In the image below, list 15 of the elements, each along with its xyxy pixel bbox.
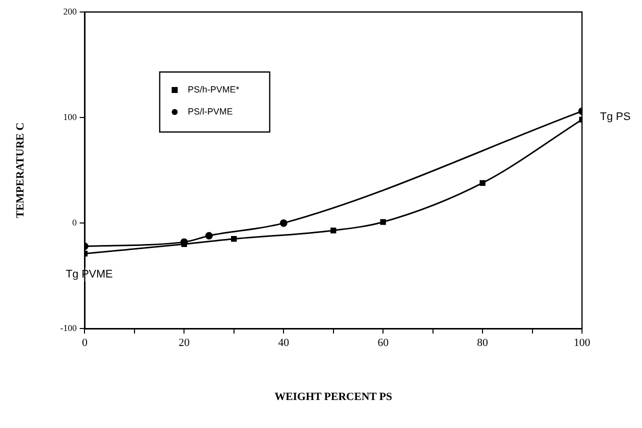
y-tick-label: -100 xyxy=(60,322,78,333)
annotation: Tg PS xyxy=(600,111,631,124)
x-tick-label: 40 xyxy=(278,337,290,350)
x-tick-label: 20 xyxy=(178,337,190,350)
legend-label: PS/h-PVME* xyxy=(188,84,240,94)
x-tick-label: 0 xyxy=(82,337,88,350)
y-tick-label: 0 xyxy=(72,217,78,228)
legend-label: PS/l-PVME xyxy=(188,106,233,116)
y-tick-label: 100 xyxy=(63,112,78,122)
x-tick-label: 100 xyxy=(574,337,591,350)
x-tick-label: 60 xyxy=(378,337,390,350)
x-tick-label: 80 xyxy=(477,337,489,350)
y-tick-label: 200 xyxy=(63,6,78,16)
y-axis-title: TEMPERATURE C xyxy=(14,122,26,218)
x-axis-title: WEIGHT PERCENT PS xyxy=(274,391,392,404)
